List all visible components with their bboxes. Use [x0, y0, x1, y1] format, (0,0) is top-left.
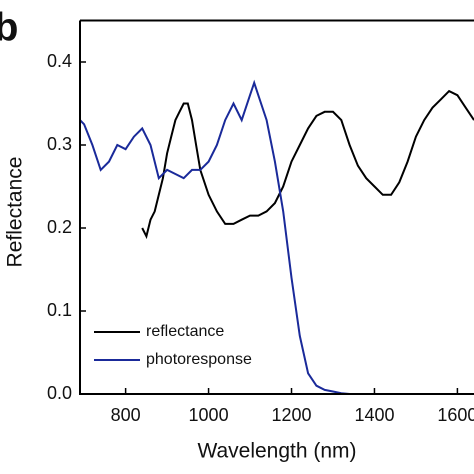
series-line	[141, 89, 474, 240]
x-axis-title: Wavelength (nm)	[197, 440, 356, 463]
y-tick-label: 0.2	[47, 217, 72, 237]
x-tick-label: 1000	[189, 405, 229, 425]
x-tick-label: 1200	[271, 405, 311, 425]
y-tick-label: 0.3	[47, 134, 72, 154]
x-tick-label: 1400	[354, 405, 394, 425]
y-axis-title: Reflectance	[4, 157, 27, 268]
y-tick-label: 0.1	[47, 300, 72, 320]
y-tick-label: 0.0	[47, 383, 72, 403]
x-tick-label: 1600	[437, 405, 474, 425]
x-tick-label: 800	[111, 405, 141, 425]
panel-label: b	[0, 6, 18, 50]
y-tick-label: 0.4	[47, 51, 72, 71]
plot-frame	[79, 19, 474, 395]
series-line	[79, 79, 358, 395]
legend-label: reflectance	[146, 323, 224, 340]
legend-label: photoresponse	[146, 351, 252, 368]
